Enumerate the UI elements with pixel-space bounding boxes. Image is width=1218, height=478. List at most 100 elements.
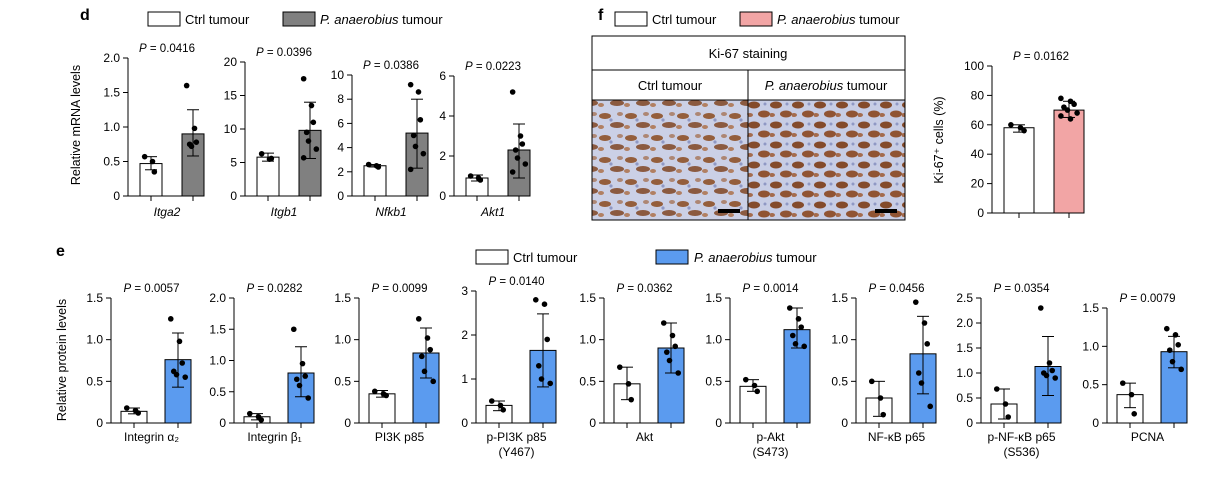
data-point — [365, 161, 372, 168]
data-point — [371, 388, 378, 395]
y-tick-label: 0.5 — [209, 385, 226, 399]
data-point — [754, 388, 761, 395]
data-point — [1172, 332, 1179, 338]
data-point — [880, 411, 887, 418]
y-tick-label: 15 — [224, 89, 238, 103]
y-tick-label: 20 — [224, 55, 238, 69]
y-tick-label: 4 — [439, 109, 446, 123]
image-label-treat: P. anaerobius tumour — [765, 78, 888, 93]
y-tick-label: 80 — [971, 88, 985, 102]
chart-f-13: 0 20 40 60 80 100 P = 0.0162 — [964, 51, 1085, 220]
y-tick-label: 2.0 — [209, 291, 226, 305]
data-point — [407, 166, 414, 173]
y-tick-label: 1.0 — [831, 333, 848, 347]
data-point — [798, 324, 805, 330]
panel-f-legend: Ctrl tumour P. anaerobius tumour — [614, 11, 900, 27]
y-tick-label: 2 — [461, 328, 468, 342]
y-tick-label: 3 — [461, 284, 468, 298]
data-point — [801, 343, 808, 350]
data-point — [191, 125, 198, 132]
data-point — [308, 102, 315, 109]
data-point — [547, 380, 554, 387]
y-tick-label: 1.0 — [209, 354, 226, 368]
data-point — [305, 395, 312, 401]
category-label: PI3K p85 — [375, 430, 425, 444]
data-point — [924, 341, 931, 347]
data-point — [258, 150, 265, 157]
data-point — [417, 116, 424, 123]
panel-d-label: d — [80, 7, 90, 24]
data-point — [538, 376, 545, 382]
panel-f-label: f — [598, 7, 604, 24]
data-point — [1128, 391, 1135, 398]
y-tick-label: 0 — [715, 416, 722, 430]
data-point — [616, 364, 623, 370]
data-point — [300, 75, 307, 82]
bar-ctrl — [256, 156, 280, 197]
data-point — [407, 81, 414, 88]
legend-ctrl-swatch — [614, 11, 648, 27]
data-point — [135, 410, 142, 416]
data-point — [660, 320, 667, 326]
y-tick-label: 0 — [96, 416, 103, 430]
p-value: P = 0.0079 — [1120, 293, 1176, 305]
chart-e-4: 0 0.5 1.0 1.5 P = 0.0057 Integrin α₂ — [86, 283, 192, 444]
panel-f-ylabel: Ki-67⁺ cells (%) — [932, 96, 946, 183]
data-point — [415, 316, 422, 322]
category-label: (S536) — [1003, 445, 1039, 459]
chart-d-0: 0 0.5 1.0 1.5 2.0 P = 0.0416 Itga2 — [103, 43, 205, 219]
legend-treat-swatch — [655, 249, 689, 265]
chart-e-9: 0 0.5 1.0 1.5 P = 0.0014 p-Akt(S473) — [705, 283, 811, 459]
data-point — [302, 373, 309, 379]
data-point — [424, 335, 431, 341]
data-point — [918, 380, 925, 386]
data-point — [418, 353, 425, 360]
category-label: (S473) — [752, 445, 788, 459]
data-point — [488, 398, 495, 404]
data-point — [541, 301, 548, 308]
data-point — [544, 336, 551, 343]
data-point — [268, 155, 275, 162]
data-point — [305, 138, 312, 144]
data-point — [467, 173, 474, 179]
category-label: Integrin β₁ — [247, 430, 301, 444]
data-point — [666, 357, 673, 364]
y-tick-label: 100 — [964, 59, 984, 73]
data-point — [310, 119, 317, 126]
gene-label: Akt1 — [480, 205, 505, 219]
data-point — [663, 349, 670, 355]
y-tick-label: 0 — [966, 416, 973, 430]
panel-d-ylabel: Relative mRNA levels — [69, 65, 83, 185]
data-point — [921, 320, 928, 326]
y-tick-label: 1.5 — [579, 291, 596, 305]
y-tick-label: 0.5 — [831, 374, 848, 388]
data-point — [193, 139, 200, 145]
chart-e-6: 0 0.5 1.0 1.5 P = 0.0099 PI3K p85 — [334, 283, 440, 444]
data-point — [927, 403, 934, 410]
data-point — [141, 153, 148, 160]
y-tick-label: 0 — [589, 416, 596, 430]
data-point — [672, 343, 679, 350]
data-point — [477, 177, 484, 183]
data-point — [290, 326, 297, 333]
data-point — [313, 146, 320, 152]
data-point — [628, 396, 635, 403]
category-label: p-PI3K p85 — [486, 430, 546, 444]
bar-ctrl — [363, 165, 387, 197]
data-point — [375, 164, 382, 170]
data-point — [1058, 95, 1064, 102]
data-point — [669, 332, 676, 339]
data-point — [383, 392, 390, 399]
p-value: P = 0.0057 — [124, 283, 180, 295]
y-tick-label: 1.5 — [705, 291, 722, 305]
p-value: P = 0.0223 — [465, 61, 521, 73]
data-point — [299, 360, 306, 367]
data-point — [430, 378, 437, 385]
data-point — [1071, 101, 1077, 108]
data-point — [179, 360, 186, 366]
staining-title-box — [591, 35, 906, 71]
category-label: Akt — [636, 430, 654, 444]
y-tick-label: 4 — [337, 141, 344, 155]
y-tick-label: 0.5 — [103, 155, 120, 169]
